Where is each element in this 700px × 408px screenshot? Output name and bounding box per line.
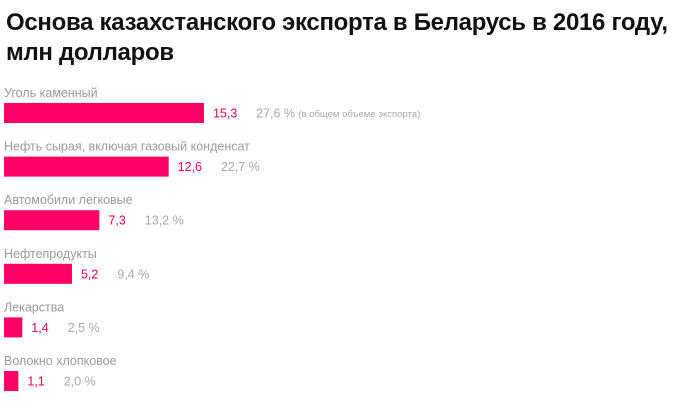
bar-row: Лекарства 1,4 2,5 % bbox=[4, 300, 100, 338]
category-label: Лекарства bbox=[4, 300, 64, 314]
bar bbox=[4, 317, 23, 338]
bar-row: Нефть сырая, включая газовый конденсат 12… bbox=[4, 140, 260, 177]
chart-title: Основа казахстанского экспорта в Беларус… bbox=[6, 9, 668, 66]
bar-row: Уголь каменный 15,3 27,6 % (в общем объеме … bbox=[4, 86, 420, 123]
value-label: 1,1 bbox=[27, 375, 44, 389]
share-label: 2,5 % bbox=[68, 321, 100, 335]
value-label: 12,6 bbox=[178, 160, 202, 174]
value-label: 15,3 bbox=[213, 107, 237, 121]
share-label: 13,2 % bbox=[145, 214, 184, 228]
bar-row: Автомобили легковые 7,3 13,2 % bbox=[4, 193, 184, 231]
share-label: 22,7 % bbox=[221, 160, 260, 174]
category-label: Нефть сырая, включая газовый конденсат bbox=[4, 140, 250, 154]
share-label: 2,0 % bbox=[64, 375, 96, 389]
share-label: 9,4 % bbox=[117, 267, 149, 281]
value-label: 1,4 bbox=[31, 321, 48, 335]
value-label: 5,2 bbox=[81, 267, 98, 281]
bar bbox=[4, 156, 169, 177]
bar-row: Волокно хлопковое 1,1 2,0 % bbox=[4, 354, 117, 391]
bar bbox=[4, 210, 100, 231]
share-note: (в общем объеме экспорта) bbox=[298, 109, 420, 120]
category-label: Уголь каменный bbox=[4, 86, 98, 100]
share-label: 27,6 % bbox=[256, 107, 295, 121]
category-label: Автомобили легковые bbox=[4, 193, 133, 207]
category-label: Волокно хлопковое bbox=[4, 354, 117, 368]
bar bbox=[4, 371, 19, 391]
bar bbox=[4, 103, 204, 123]
value-label: 7,3 bbox=[108, 214, 125, 228]
category-label: Нефтепродукты bbox=[4, 247, 97, 261]
bar-row: Нефтепродукты 5,2 9,4 % bbox=[4, 247, 149, 284]
bar bbox=[4, 263, 72, 284]
